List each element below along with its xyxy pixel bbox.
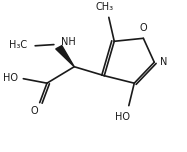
Text: CH₃: CH₃ bbox=[95, 2, 113, 12]
Text: H₃C: H₃C bbox=[9, 40, 27, 50]
Text: HO: HO bbox=[2, 73, 18, 83]
Text: N: N bbox=[160, 57, 168, 67]
Text: NH: NH bbox=[61, 37, 75, 47]
Text: O: O bbox=[140, 23, 148, 33]
Polygon shape bbox=[56, 46, 74, 67]
Text: HO: HO bbox=[116, 112, 131, 122]
Text: O: O bbox=[30, 106, 38, 116]
